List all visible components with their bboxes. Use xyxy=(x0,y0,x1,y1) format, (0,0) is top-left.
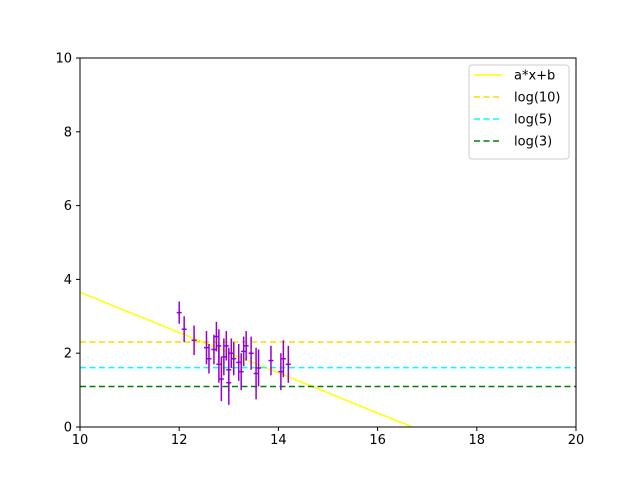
y-tick-label: 8 xyxy=(64,125,72,140)
x-tick-label: 18 xyxy=(469,433,486,448)
data-point-4 xyxy=(206,343,212,374)
x-axis: 10 12 14 16 18 20 xyxy=(72,427,585,448)
y-tick-label: 0 xyxy=(64,421,72,436)
legend-entry-1: log(10) xyxy=(474,91,561,106)
legend: a*x+b log(10) log(5) log(3) xyxy=(468,64,570,160)
series-lines xyxy=(80,291,576,427)
data-point-13 xyxy=(226,360,232,405)
x-tick-label: 20 xyxy=(568,433,585,448)
legend-entry-3: log(3) xyxy=(474,135,552,150)
data-point-18 xyxy=(241,336,247,367)
data-point-21 xyxy=(253,347,259,400)
plot-frame xyxy=(79,57,577,428)
legend-entry-2: log(5) xyxy=(474,113,552,128)
data-point-14 xyxy=(228,338,234,368)
x-tick-label: 10 xyxy=(72,433,89,448)
data-point-9 xyxy=(218,356,224,402)
legend-label: a*x+b xyxy=(514,69,555,84)
legend-label: log(5) xyxy=(514,113,552,128)
data-point-23 xyxy=(268,345,274,376)
data-point-0 xyxy=(176,301,182,324)
x-tick-label: 14 xyxy=(270,433,287,448)
y-tick-label: 6 xyxy=(64,199,72,214)
data-points xyxy=(176,301,291,405)
legend-entry-0: a*x+b xyxy=(474,69,555,84)
data-point-26 xyxy=(285,345,291,383)
y-axis: 0 2 4 6 8 10 xyxy=(55,52,80,436)
data-point-25 xyxy=(280,340,286,378)
data-point-19 xyxy=(243,331,249,361)
data-point-16 xyxy=(236,343,242,381)
data-point-20 xyxy=(248,336,254,370)
legend-label: log(3) xyxy=(514,135,552,150)
data-point-17 xyxy=(238,353,244,391)
data-point-22 xyxy=(256,349,262,387)
data-point-15 xyxy=(231,342,237,376)
data-point-1 xyxy=(181,316,187,343)
y-tick-label: 10 xyxy=(55,52,72,67)
legend-label: log(10) xyxy=(514,91,561,106)
data-point-5 xyxy=(211,334,217,365)
x-tick-label: 16 xyxy=(369,433,386,448)
x-tick-label: 12 xyxy=(171,433,188,448)
legend-box xyxy=(468,64,570,160)
data-point-2 xyxy=(191,325,197,356)
series-line-0 xyxy=(80,291,415,427)
y-tick-label: 2 xyxy=(64,347,72,362)
y-tick-label: 4 xyxy=(64,273,72,288)
data-point-8 xyxy=(216,345,222,383)
data-point-11 xyxy=(223,331,229,361)
data-point-10 xyxy=(221,338,227,376)
